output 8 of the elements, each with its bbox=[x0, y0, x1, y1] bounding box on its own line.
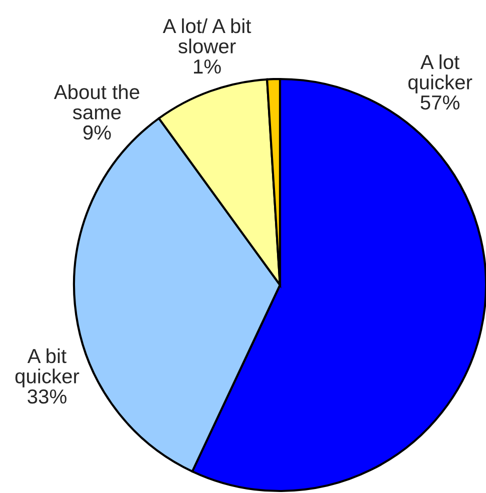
slice-label: A bit quicker bbox=[15, 348, 80, 388]
slice-label: A lot/ A bit slower bbox=[162, 18, 252, 54]
slice-label: About the same bbox=[54, 84, 140, 120]
slice-label: A lot quicker bbox=[408, 54, 472, 94]
data-label: 9% bbox=[83, 125, 111, 140]
data-label: 57% bbox=[420, 95, 460, 110]
data-label: 1% bbox=[194, 59, 221, 74]
data-label: 33% bbox=[28, 389, 66, 404]
